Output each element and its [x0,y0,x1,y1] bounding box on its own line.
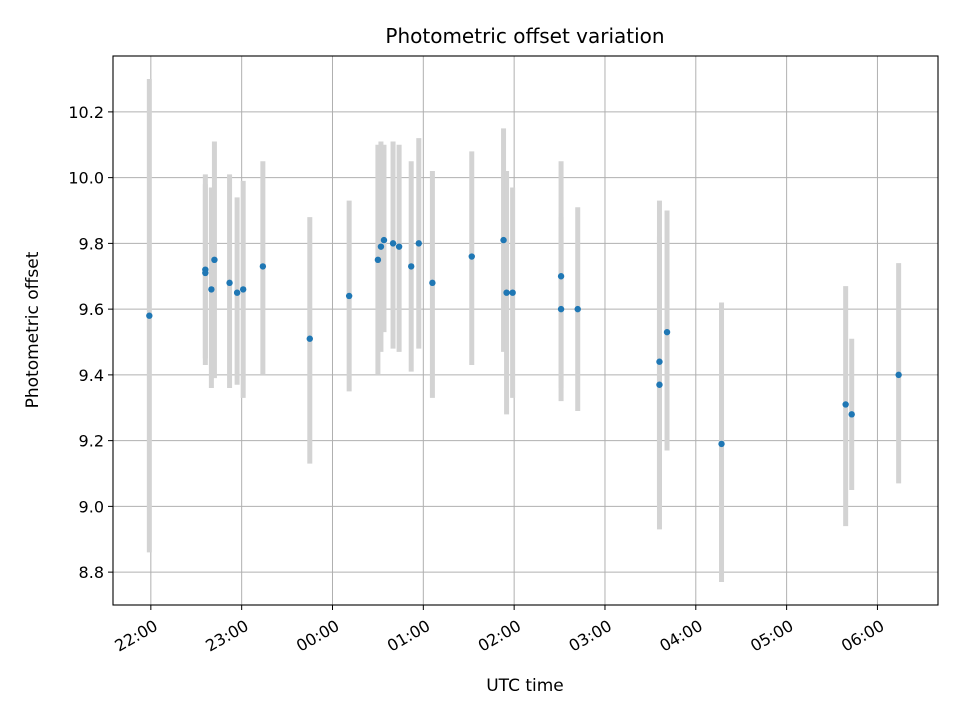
data-point [557,273,565,280]
x-tick-label: 05:00 [747,616,796,656]
x-tick-label: 02:00 [475,616,524,656]
data-point [718,440,725,448]
data-point [306,335,313,342]
x-tick-label: 06:00 [838,616,887,656]
data-point [503,289,510,296]
data-point [226,279,233,287]
data-point [202,269,209,277]
y-tick-label: 8.8 [79,563,104,582]
data-point [656,381,663,388]
data-point [233,289,241,296]
grid-lines [113,56,938,605]
data-point [509,289,516,296]
x-axis-title: UTC time [486,676,564,696]
data-point [259,263,267,270]
data-point [468,253,475,260]
data-point [415,240,422,247]
x-tick-label: 22:00 [111,616,160,656]
y-tick-label: 9.4 [79,366,104,385]
data-point [895,371,902,379]
x-tick-label: 01:00 [384,616,433,656]
y-tick-label: 9.6 [79,300,104,319]
data-point [208,286,215,293]
data-point [408,263,415,270]
y-tick-label: 9.2 [79,432,104,451]
x-axis-ticks: 22:00 23:00 00:00 01:00 02:00 03:00 04:00 05:00… [111,605,887,656]
data-point [377,243,385,250]
chart-title: Photometric offset variation [385,24,664,48]
x-tick-label: 04:00 [656,616,705,656]
data-point [663,328,671,336]
data-points [146,236,902,448]
x-tick-label: 23:00 [202,616,251,656]
data-point [374,256,382,264]
data-point [557,305,565,313]
data-point [380,236,388,244]
data-point [656,358,663,365]
y-tick-label: 10.0 [68,169,104,188]
plot-area-frame [112,55,939,606]
data-point [345,292,353,300]
data-point [211,256,218,264]
data-point [239,286,247,293]
data-point [429,279,436,287]
data-point [146,312,153,319]
data-point [500,236,507,244]
y-tick-label: 9.8 [79,234,104,253]
data-point [842,401,849,408]
y-axis-title: Photometric offset [23,251,43,408]
x-tick-label: 03:00 [566,616,615,656]
y-tick-label: 10.2 [68,103,104,122]
y-tick-label: 9.0 [79,497,104,516]
y-axis-ticks: 8.8 9.0 9.2 9.4 9.6 9.8 10.0 10.2 [68,103,113,582]
data-point [574,305,581,313]
data-point [848,411,855,418]
x-tick-label: 00:00 [293,616,342,656]
data-point [389,240,397,247]
data-point [395,243,403,250]
